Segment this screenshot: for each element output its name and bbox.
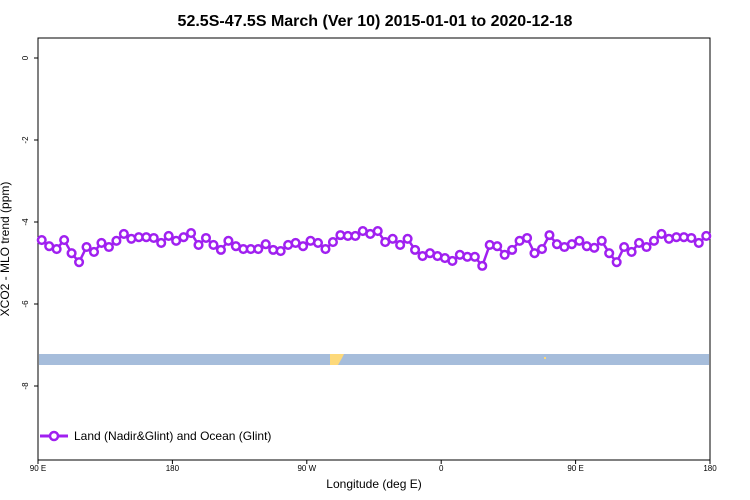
data-point [574,235,585,246]
data-point [215,244,226,255]
data-point [223,235,234,246]
data-point [596,235,607,246]
data-point [507,244,518,255]
data-point [372,225,383,237]
land-patch [330,354,344,365]
data-point [178,232,189,243]
data-point [634,237,645,248]
data-point [529,248,540,259]
data-point [260,239,271,250]
data-point [186,228,197,239]
data-point [275,246,286,257]
data-point [88,246,100,257]
data-point [148,232,159,244]
data-point [312,237,324,248]
data-point [81,241,92,253]
x-tick-label: 90 E [30,464,46,473]
y-tick-label: 0 [21,55,30,60]
data-point [51,244,62,255]
y-axis-label: XCO2 - MLO trend (ppm) [0,182,12,317]
data-point [320,244,331,255]
y-tick-label: -8 [21,382,30,390]
legend: Land (Nadir&Glint) and Ocean (Glint) [40,429,271,443]
x-axis-label: Longitude (deg E) [326,477,421,491]
chart-title: 52.5S-47.5S March (Ver 10) 2015-01-01 to… [178,13,573,30]
data-point [66,248,77,259]
data-point [111,235,122,246]
y-axis: 0 -2 -4 -6 -8 [21,55,38,390]
data-point [193,239,204,251]
data-point [350,230,361,241]
data-point [59,234,70,246]
data-point [208,239,219,251]
data-point [200,232,212,244]
data-point [74,257,85,268]
x-tick-label: 180 [166,464,180,473]
x-tick-label: 90 W [297,464,316,473]
x-tick-label: 90 E [567,464,583,473]
x-tick-label: 0 [439,464,444,473]
data-point [693,237,704,248]
data-point [492,241,503,252]
data-point [171,235,182,246]
data-point [327,237,338,248]
data-point [604,248,615,259]
data-point [253,244,264,255]
data-point [387,233,398,244]
data-point [36,234,47,246]
series-land-ocean [36,225,712,271]
data-point [469,251,480,262]
data-point [536,244,548,255]
data-point [656,228,667,239]
legend-label: Land (Nadir&Glint) and Ocean (Glint) [74,429,271,443]
data-point [522,232,533,244]
ocean-band [39,354,709,365]
data-point [163,230,174,241]
y-tick-label: -6 [21,300,30,308]
data-point [103,241,114,253]
data-point [96,237,107,248]
data-point [499,249,510,260]
data-point [648,235,660,246]
data-point [395,239,406,251]
surface-type-strip [39,354,709,365]
data-point [298,241,309,252]
data-point [641,241,652,253]
data-point [477,260,488,271]
data-point [410,244,421,255]
legend-marker-icon [48,430,60,442]
data-point [544,230,555,241]
data-point [447,255,458,267]
y-tick-label: -4 [21,218,30,226]
data-point [402,233,413,244]
data-point [701,230,712,241]
data-point [686,232,697,244]
x-axis: 90 E 180 90 W 0 90 E 180 [30,460,717,473]
x-tick-label: 180 [703,464,717,473]
plot-frame [37,37,711,461]
data-point [626,246,637,257]
data-point [118,228,129,239]
data-point [589,242,600,253]
data-point [156,237,167,248]
land-patch [544,357,546,359]
y-tick-label: -2 [21,136,30,144]
data-point [611,257,622,268]
data-point [619,241,630,253]
